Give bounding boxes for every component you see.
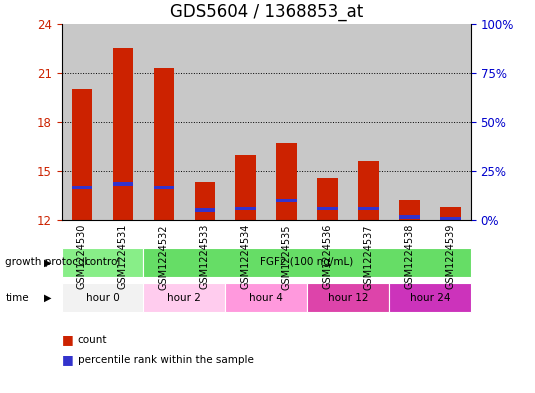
- Bar: [348, 24, 389, 220]
- Bar: [195, 182, 215, 220]
- Bar: [72, 185, 92, 189]
- Text: GSM1224536: GSM1224536: [323, 224, 333, 289]
- Text: ■: ■: [62, 333, 73, 347]
- Bar: [440, 217, 461, 220]
- Text: GSM1224531: GSM1224531: [118, 224, 128, 289]
- Bar: [317, 178, 338, 220]
- Text: hour 4: hour 4: [249, 293, 283, 303]
- Text: hour 2: hour 2: [167, 293, 201, 303]
- Bar: [143, 283, 225, 312]
- Text: hour 24: hour 24: [410, 293, 450, 303]
- Bar: [62, 24, 103, 220]
- Bar: [62, 283, 143, 312]
- Bar: [113, 182, 133, 186]
- Bar: [113, 48, 133, 220]
- Text: percentile rank within the sample: percentile rank within the sample: [78, 354, 254, 365]
- Bar: [277, 143, 297, 220]
- Text: GSM1224534: GSM1224534: [241, 224, 251, 289]
- Text: GSM1224537: GSM1224537: [363, 224, 373, 290]
- Bar: [103, 24, 143, 220]
- Bar: [154, 185, 174, 189]
- Bar: [154, 68, 174, 220]
- Text: GSM1224530: GSM1224530: [77, 224, 87, 289]
- Bar: [307, 24, 348, 220]
- Bar: [143, 248, 471, 277]
- Bar: [72, 89, 92, 220]
- Text: GSM1224538: GSM1224538: [404, 224, 415, 289]
- Bar: [399, 215, 419, 219]
- Text: control: control: [85, 257, 120, 267]
- Bar: [430, 24, 471, 220]
- Bar: [195, 208, 215, 212]
- Text: growth protocol: growth protocol: [5, 257, 88, 267]
- Text: hour 0: hour 0: [86, 293, 119, 303]
- Bar: [389, 283, 471, 312]
- Bar: [143, 24, 184, 220]
- Text: GSM1224539: GSM1224539: [445, 224, 455, 289]
- Bar: [399, 200, 419, 220]
- Text: GSM1224535: GSM1224535: [281, 224, 292, 290]
- Text: ■: ■: [62, 353, 73, 366]
- Text: time: time: [5, 293, 29, 303]
- Bar: [389, 24, 430, 220]
- Text: ▶: ▶: [44, 257, 52, 267]
- Bar: [235, 207, 256, 210]
- Bar: [358, 161, 379, 220]
- Bar: [225, 24, 266, 220]
- Bar: [358, 207, 379, 210]
- Bar: [225, 283, 307, 312]
- Bar: [235, 154, 256, 220]
- Text: GSM1224532: GSM1224532: [159, 224, 169, 290]
- Text: count: count: [78, 335, 107, 345]
- Bar: [266, 24, 307, 220]
- Text: FGF2 (100 ng/mL): FGF2 (100 ng/mL): [261, 257, 354, 267]
- Bar: [317, 207, 338, 210]
- Bar: [277, 198, 297, 202]
- Title: GDS5604 / 1368853_at: GDS5604 / 1368853_at: [170, 3, 363, 21]
- Text: hour 12: hour 12: [328, 293, 368, 303]
- Bar: [440, 207, 461, 220]
- Text: GSM1224533: GSM1224533: [200, 224, 210, 289]
- Bar: [184, 24, 225, 220]
- Text: ▶: ▶: [44, 293, 52, 303]
- Bar: [62, 248, 143, 277]
- Bar: [307, 283, 389, 312]
